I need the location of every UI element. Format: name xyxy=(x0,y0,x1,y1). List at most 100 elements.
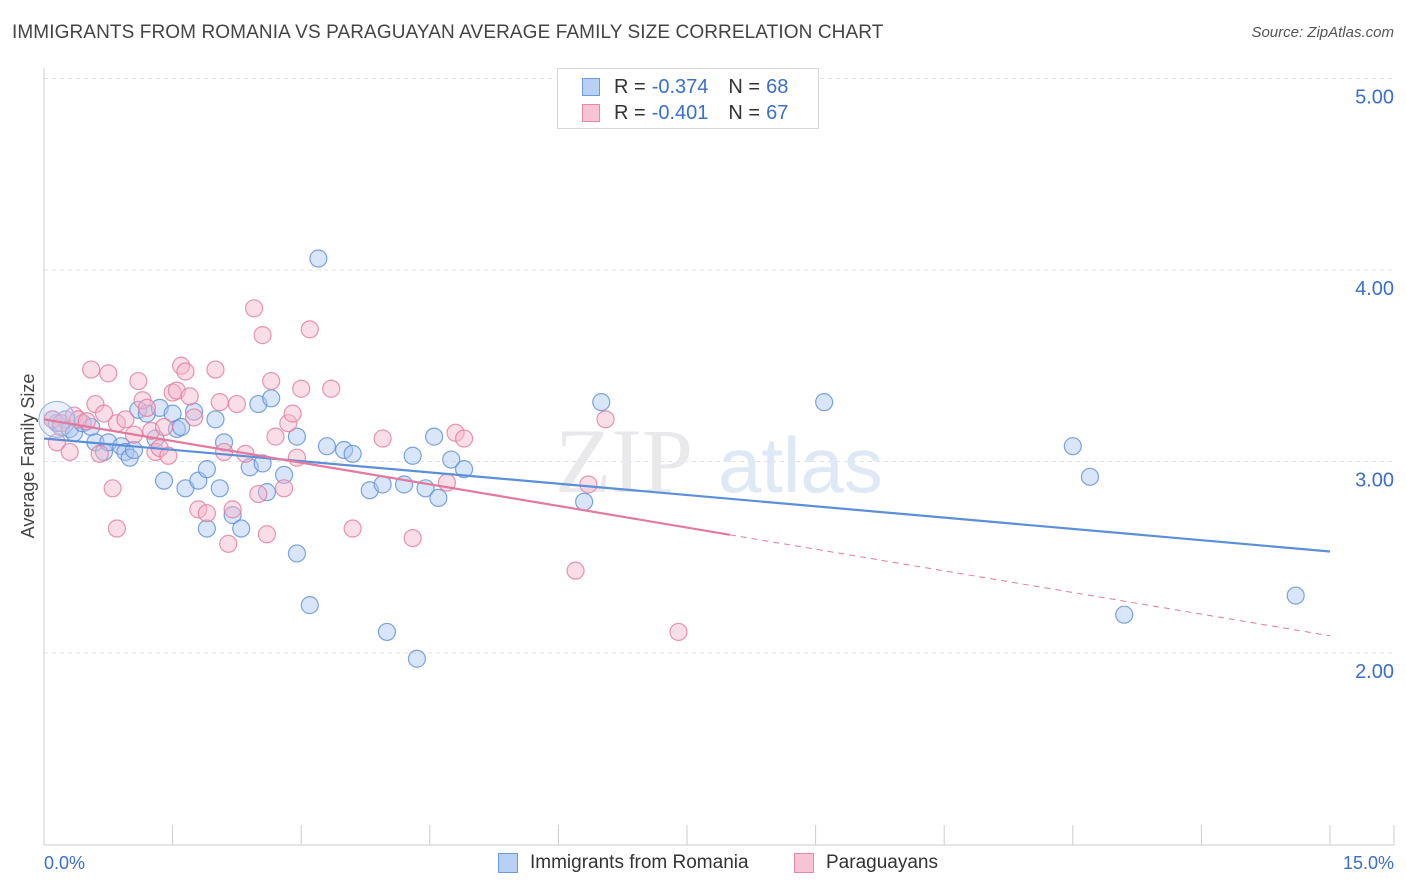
trend-lines xyxy=(43,418,1331,637)
point-paraguayans xyxy=(159,446,178,465)
point-romania xyxy=(403,446,422,465)
point-paraguayans xyxy=(249,484,268,504)
point-paraguayans xyxy=(292,379,311,398)
point-romania xyxy=(815,393,834,412)
point-paraguayans xyxy=(47,433,66,452)
legend-n-label: N = xyxy=(728,75,761,98)
point-paraguayans xyxy=(373,429,392,448)
legend-n-label: N = xyxy=(728,101,761,124)
series-label-paraguayans: Paraguayans xyxy=(826,852,938,873)
point-paraguayans xyxy=(266,427,285,446)
point-romania xyxy=(592,393,611,412)
point-romania xyxy=(262,389,281,408)
point-romania xyxy=(454,460,474,479)
point-romania xyxy=(124,440,144,460)
point-romania xyxy=(429,488,448,507)
point-paraguayans xyxy=(454,429,474,448)
point-paraguayans xyxy=(244,299,264,318)
point-paraguayans xyxy=(214,442,234,462)
legend-r-label: R = xyxy=(614,101,646,124)
point-paraguayans xyxy=(257,525,277,544)
trend-line-paraguayans xyxy=(43,418,731,536)
point-romania xyxy=(1286,586,1305,605)
legend-r-value: -0.374 xyxy=(651,75,709,98)
series-swatch-paraguayans xyxy=(794,853,814,873)
trend-line-romania xyxy=(43,437,1331,553)
point-paraguayans xyxy=(137,398,156,417)
legend-r-label: R = xyxy=(614,75,646,98)
series-swatch-romania xyxy=(498,853,518,873)
point-paraguayans xyxy=(94,404,114,423)
y-tick-label: 5.00 xyxy=(1355,87,1394,109)
point-paraguayans xyxy=(596,410,615,429)
point-paraguayans xyxy=(227,394,246,414)
point-paraguayans xyxy=(103,479,122,498)
point-romania xyxy=(309,249,328,268)
point-paraguayans xyxy=(300,320,319,339)
point-paraguayans xyxy=(669,622,688,642)
point-paraguayans xyxy=(262,371,281,391)
point-paraguayans xyxy=(107,519,126,538)
point-romania xyxy=(424,427,444,446)
y-axis-label: Average Family Size xyxy=(18,374,38,539)
point-paraguayans xyxy=(274,479,294,498)
point-romania xyxy=(575,492,594,511)
point-romania xyxy=(343,444,362,463)
point-paraguayans xyxy=(82,360,101,379)
point-paraguayans xyxy=(279,414,298,433)
point-cluster-romania xyxy=(38,400,76,438)
chart-title: IMMIGRANTS FROM ROMANIA VS PARAGUAYAN AV… xyxy=(12,22,884,43)
point-romania xyxy=(1080,467,1100,486)
point-paraguayans xyxy=(116,410,135,429)
point-romania xyxy=(274,465,294,485)
point-paraguayans xyxy=(176,362,195,381)
legend-swatch-paraguayans xyxy=(582,104,600,122)
series-legend: Immigrants from Romania Paraguayans xyxy=(0,852,1406,878)
grid-lines xyxy=(44,78,1394,654)
point-romania xyxy=(197,460,216,479)
point-paraguayans xyxy=(219,534,238,553)
point-romania xyxy=(1115,605,1134,624)
legend-swatch-romania xyxy=(582,78,600,96)
point-romania xyxy=(334,440,354,460)
point-paraguayans xyxy=(343,519,362,538)
point-paraguayans xyxy=(60,442,79,462)
point-paraguayans xyxy=(566,561,585,580)
point-romania xyxy=(287,544,307,563)
watermark-zip: ZIP xyxy=(555,410,693,512)
point-paraguayans xyxy=(197,504,216,523)
point-paraguayans xyxy=(403,528,422,548)
point-romania xyxy=(377,622,397,642)
series-label-romania: Immigrants from Romania xyxy=(530,852,749,873)
point-romania xyxy=(300,596,319,615)
point-paraguayans xyxy=(322,379,341,398)
point-paraguayans xyxy=(180,387,199,406)
legend-row-romania: R = -0.374 N = 68 xyxy=(582,75,788,99)
point-romania xyxy=(317,437,337,456)
correlation-legend: R = -0.374 N = 68 R = -0.401 N = 67 xyxy=(557,68,819,129)
x-tick-label-max: 15.0% xyxy=(1343,853,1394,873)
x-tick-label-min: 0.0% xyxy=(44,853,85,873)
trend-line-extension-paraguayans xyxy=(729,534,1331,637)
point-paraguayans xyxy=(99,364,118,383)
point-paraguayans xyxy=(253,326,272,345)
point-paraguayans xyxy=(129,371,148,391)
point-romania xyxy=(197,519,216,538)
y-tick-label: 4.00 xyxy=(1355,278,1394,300)
point-paraguayans xyxy=(90,444,109,463)
y-tick-label: 3.00 xyxy=(1355,470,1394,492)
y-tick-label: 2.00 xyxy=(1355,661,1394,683)
point-romania xyxy=(223,506,242,525)
point-romania xyxy=(442,450,461,469)
series-legend-romania: Immigrants from Romania xyxy=(498,852,749,874)
legend-n-value: 68 xyxy=(766,75,789,98)
series-legend-paraguayans: Paraguayans xyxy=(794,852,938,874)
point-romania xyxy=(214,433,234,452)
point-paraguayans xyxy=(189,500,208,519)
point-romania xyxy=(154,471,174,490)
point-paraguayans xyxy=(579,475,598,494)
point-romania xyxy=(232,519,251,538)
axes xyxy=(43,68,1395,846)
point-paraguayans xyxy=(206,360,225,379)
legend-n-value: 67 xyxy=(766,101,789,124)
